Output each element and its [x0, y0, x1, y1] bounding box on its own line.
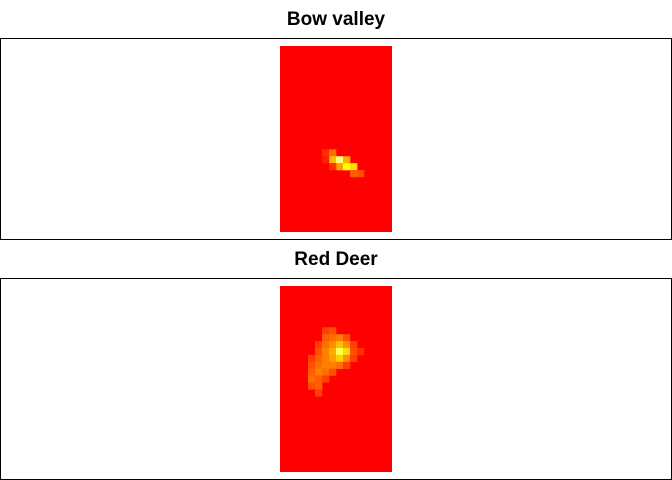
heatmap-cell [322, 368, 330, 376]
heatmap-cell [308, 368, 316, 376]
heatmap-cell [329, 368, 337, 376]
heatmap-cell [315, 354, 323, 363]
heatmap-cell [322, 375, 330, 383]
heatmap-cell [308, 354, 316, 363]
panel-red-deer [0, 278, 672, 480]
heatmap-cell [329, 156, 337, 164]
heatmap-cell [315, 361, 323, 369]
heatmap-cell [315, 389, 323, 397]
heatmap-cell [315, 341, 323, 349]
heatmap-cell [350, 170, 358, 178]
panel-bow-valley [0, 38, 672, 240]
heatmap-cell [322, 348, 330, 356]
heatmap-cell [343, 348, 351, 356]
heatmap-cell [315, 375, 323, 383]
heatmap-background [280, 286, 392, 472]
heatmap-cell [350, 163, 358, 171]
heatmap-cell [308, 361, 316, 369]
heatmap-cell [336, 341, 344, 349]
heatmap-cell [343, 354, 351, 363]
heatmap-cell [336, 348, 344, 356]
heatmap-cell [357, 348, 365, 356]
panel-title-red-deer: Red Deer [294, 249, 378, 270]
heatmap-cell [322, 327, 330, 335]
heatmap-cell [322, 334, 330, 342]
heatmap-cell [322, 149, 330, 157]
heatmap-cell [315, 382, 323, 390]
heatmap-cell [357, 170, 365, 178]
heatmap-cell [336, 354, 344, 363]
heatmap-red-deer [280, 286, 392, 472]
heatmap-cell [350, 341, 358, 349]
heatmap-cell [343, 341, 351, 349]
heatmap-cell [308, 382, 316, 390]
heatmap-cell [336, 163, 344, 171]
heatmap-cell [329, 354, 337, 363]
heatmap-cell [329, 163, 337, 171]
heatmap-cell [336, 156, 344, 164]
heatmap-cell [322, 361, 330, 369]
heatmap-cell [350, 348, 358, 356]
heatmap-cell [343, 156, 351, 164]
heatmap-background [280, 46, 392, 232]
heatmap-cell [336, 334, 344, 342]
heatmap-cell [343, 334, 351, 342]
heatmap-cell [329, 361, 337, 369]
heatmap-bow-valley [280, 46, 392, 232]
heatmap-cell [329, 348, 337, 356]
heatmap-cell [329, 149, 337, 157]
heatmap-cell [315, 348, 323, 356]
heatmap-cell [322, 354, 330, 363]
heatmap-cell [350, 354, 358, 363]
heatmap-cell [322, 341, 330, 349]
heatmap-cell [329, 334, 337, 342]
heatmap-cell [329, 341, 337, 349]
heatmap-cell [336, 361, 344, 369]
heatmap-cell [343, 361, 351, 369]
heatmap-cell [322, 156, 330, 164]
heatmap-cell [308, 375, 316, 383]
heatmap-cell [329, 327, 337, 335]
heatmap-cell [315, 368, 323, 376]
panel-title-bow-valley: Bow valley [286, 9, 386, 30]
heatmap-cell [343, 163, 351, 171]
